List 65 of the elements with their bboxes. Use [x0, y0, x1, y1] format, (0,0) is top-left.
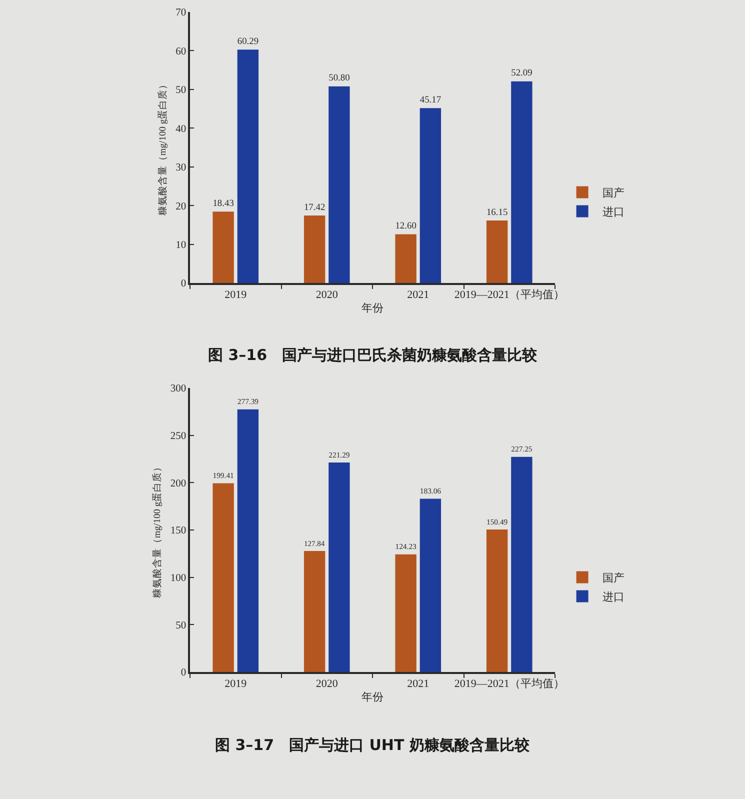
x-tick-label: 2021: [407, 678, 430, 690]
bar: [395, 234, 416, 283]
text: 图 3–17 国产与进口 UHT 奶糠氨酸含量比较: [215, 736, 530, 754]
data-label: 60.29: [237, 36, 259, 47]
text: 图 3–16 国产与进口巴氏杀菌奶糠氨酸含量比较: [208, 346, 538, 364]
bar: [328, 462, 350, 672]
bar: [212, 212, 234, 283]
data-label: 50.80: [328, 74, 350, 84]
y-tick-label: 250: [170, 431, 186, 442]
bar: [237, 50, 259, 283]
bar: [486, 220, 508, 283]
x-tick-label: 2019: [224, 288, 248, 301]
data-label: 52.09: [511, 68, 533, 79]
x-tick-label: 2021: [407, 288, 430, 301]
bar: [304, 216, 326, 283]
bar: [395, 554, 416, 672]
y-tick-label: 60: [176, 46, 186, 58]
legend-label: 进口: [602, 205, 624, 218]
data-label: 127.84: [304, 538, 325, 548]
y-tick-label: 150: [170, 526, 186, 537]
bar: [511, 81, 532, 283]
bar: [212, 483, 234, 672]
bar: [420, 498, 442, 672]
data-label: 18.43: [212, 198, 234, 209]
y-tick-label: 10: [176, 240, 186, 251]
bar: [511, 456, 532, 672]
data-label: 183.06: [420, 486, 442, 496]
y-tick-label: 50: [176, 85, 186, 96]
x-tick-label: 2020: [316, 678, 338, 690]
y-tick-label: 0: [180, 278, 186, 290]
data-label: 150.49: [486, 517, 508, 526]
x-axis-title: 年份: [362, 692, 384, 704]
legend-label: 国产: [602, 186, 624, 200]
legend-label: 国产: [602, 572, 624, 585]
y-tick-label: 200: [170, 478, 186, 490]
y-axis-title: 糠氨酸含量（mg/100 g蛋白质）: [156, 79, 168, 216]
x-tick-label: 2019—2021（平均值）: [454, 678, 564, 690]
y-tick-label: 70: [176, 8, 186, 19]
data-label: 221.29: [328, 450, 350, 460]
data-label: 17.42: [304, 202, 326, 213]
legend-label: 进口: [602, 590, 624, 604]
data-label: 124.23: [395, 542, 417, 552]
y-tick-label: 20: [176, 201, 186, 212]
x-tick-label: 2019: [224, 678, 248, 690]
y-tick-label: 40: [176, 124, 186, 135]
bar: [486, 530, 508, 672]
data-label: 199.41: [212, 471, 234, 480]
data-label: 12.60: [395, 222, 417, 232]
y-tick-label: 300: [170, 384, 186, 395]
y-tick-label: 100: [170, 573, 186, 584]
x-tick-label: 2020: [316, 288, 338, 301]
x-axis-title: 年份: [362, 302, 384, 315]
x-tick-label: 2019—2021（平均值）: [454, 288, 564, 301]
y-tick-label: 50: [176, 620, 186, 632]
y-tick-label: 0: [180, 668, 186, 679]
bar: [420, 108, 442, 283]
bar: [237, 409, 259, 672]
bar: [328, 86, 350, 283]
y-axis-title: 糠氨酸含量（mg/100 g蛋白质）: [151, 462, 164, 598]
data-label: 227.25: [511, 444, 532, 454]
bar: [304, 550, 326, 672]
data-label: 16.15: [486, 208, 508, 218]
y-tick-label: 30: [176, 162, 186, 174]
data-label: 277.39: [237, 397, 259, 406]
data-label: 45.17: [420, 95, 442, 106]
